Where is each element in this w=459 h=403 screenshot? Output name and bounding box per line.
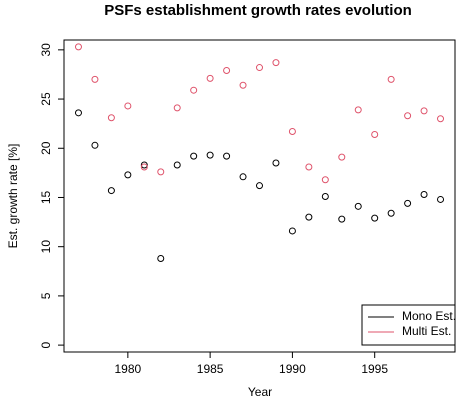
- data-point: [74, 43, 82, 51]
- data-point: [157, 254, 165, 262]
- data-point: [206, 151, 214, 159]
- data-point: [223, 67, 231, 75]
- data-point: [420, 191, 428, 199]
- data-point: [272, 59, 280, 67]
- data-point: [206, 74, 214, 82]
- data-point: [288, 128, 296, 136]
- data-point: [91, 75, 99, 83]
- plot-box: [63, 39, 456, 353]
- data-point: [387, 209, 395, 217]
- data-point: [91, 141, 99, 149]
- data-point: [256, 64, 263, 72]
- data-point: [404, 199, 412, 207]
- data-point: [321, 192, 329, 200]
- data-point: [256, 182, 263, 190]
- data-point: [140, 163, 148, 171]
- y-axis-label: Est. growth rate [%]: [6, 144, 20, 249]
- data-point: [173, 104, 181, 112]
- data-point: [338, 215, 346, 223]
- data-point: [223, 152, 231, 160]
- data-point: [437, 195, 445, 203]
- y-tick-label: 25: [39, 92, 53, 106]
- data-point: [124, 171, 132, 179]
- x-tick-label: 1980: [114, 362, 141, 376]
- data-point: [321, 176, 329, 184]
- data-point: [354, 106, 362, 114]
- data-point: [124, 102, 132, 110]
- data-point: [288, 227, 296, 235]
- x-tick-label: 1995: [361, 362, 388, 376]
- data-point: [404, 112, 412, 120]
- data-point: [371, 130, 379, 138]
- data-point: [157, 168, 165, 176]
- data-point: [420, 107, 428, 115]
- legend-box: [361, 304, 456, 346]
- legend-label: Multi Est.: [402, 324, 451, 338]
- data-point: [173, 161, 181, 169]
- y-tick-label: 30: [39, 43, 53, 57]
- y-tick-label: 15: [39, 190, 53, 204]
- data-point: [190, 86, 198, 94]
- y-tick-label: 20: [39, 141, 53, 155]
- data-point: [190, 152, 198, 160]
- legend-label: Mono Est.: [402, 309, 456, 323]
- data-point: [338, 153, 346, 161]
- data-point: [239, 173, 247, 181]
- x-axis-label: Year: [248, 385, 272, 399]
- y-tick-label: 5: [39, 292, 53, 299]
- y-tick-label: 10: [39, 240, 53, 254]
- data-point: [107, 114, 115, 122]
- chart-title: PSFs establishment growth rates evolutio…: [104, 2, 412, 19]
- x-tick-label: 1990: [279, 362, 306, 376]
- data-point: [74, 109, 82, 117]
- y-tick-label: 0: [39, 341, 53, 348]
- data-point: [107, 187, 115, 195]
- x-tick-label: 1985: [197, 362, 224, 376]
- data-point: [354, 202, 362, 210]
- data-point: [305, 163, 313, 171]
- data-point: [387, 75, 395, 83]
- data-point: [140, 161, 148, 169]
- data-point: [305, 213, 313, 221]
- data-point: [239, 81, 247, 89]
- data-point: [272, 159, 280, 167]
- data-point: [437, 115, 445, 123]
- data-point: [371, 214, 379, 222]
